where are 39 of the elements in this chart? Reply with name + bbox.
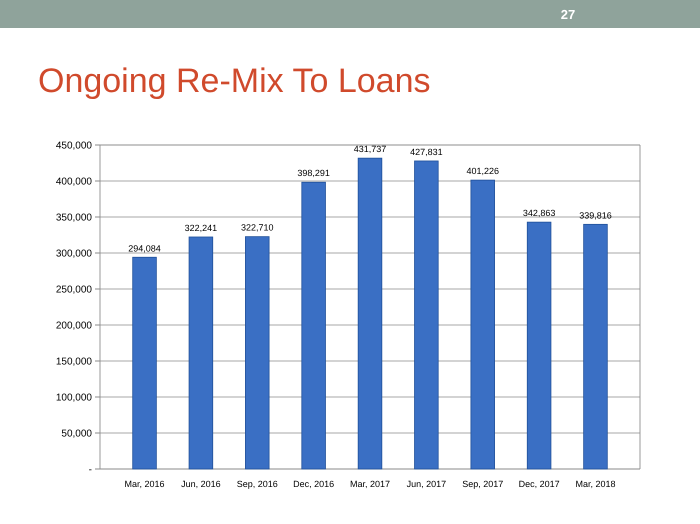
- data-label: 431,737: [354, 144, 386, 154]
- x-tick-label: Mar, 2017: [350, 479, 390, 489]
- y-tick-label: 150,000: [56, 356, 92, 368]
- bar: [414, 160, 439, 470]
- y-tick-label: 350,000: [56, 212, 92, 224]
- data-label: 294,084: [128, 243, 161, 254]
- data-label: 342,863: [522, 208, 556, 218]
- x-tick-label: Mar, 2016: [124, 479, 165, 489]
- y-tick-label: 450,000: [56, 140, 92, 152]
- data-label: 322,710: [240, 222, 274, 233]
- x-tick-label: Jun, 2017: [406, 479, 446, 489]
- text: 27: [560, 7, 576, 22]
- x-tick-label: Sep, 2017: [462, 479, 504, 489]
- y-tick-label: 300,000: [56, 248, 92, 260]
- data-label: 322,241: [184, 222, 218, 233]
- bar: [526, 222, 552, 470]
- bar: [188, 236, 214, 470]
- y-tick-label: 100,000: [56, 392, 92, 404]
- y-tick-label: 400,000: [56, 176, 92, 188]
- bar: [245, 236, 270, 470]
- bar: [583, 224, 608, 470]
- y-tick-label: 50,000: [61, 428, 92, 440]
- y-tick-label: -: [88, 464, 92, 476]
- bar: [358, 158, 382, 470]
- x-tick-label: Mar, 2018: [575, 479, 616, 489]
- x-tick-label: Dec, 2017: [518, 479, 560, 489]
- y-tick-label: 200,000: [56, 320, 92, 332]
- bar: [132, 256, 157, 470]
- chart-title: Ongoing Re-Mix To Loans: [38, 62, 430, 100]
- y-tick-label: 250,000: [56, 284, 92, 296]
- data-label: 427,831: [410, 146, 443, 157]
- data-label: 398,291: [297, 168, 330, 178]
- data-label: 401,226: [466, 166, 500, 176]
- x-tick-label: Jun, 2016: [181, 479, 221, 489]
- bar: [470, 180, 495, 470]
- bar: [301, 182, 326, 470]
- x-tick-label: Dec, 2016: [293, 479, 334, 489]
- x-tick-label: Sep, 2016: [236, 479, 278, 489]
- data-label: 339,816: [579, 210, 612, 220]
